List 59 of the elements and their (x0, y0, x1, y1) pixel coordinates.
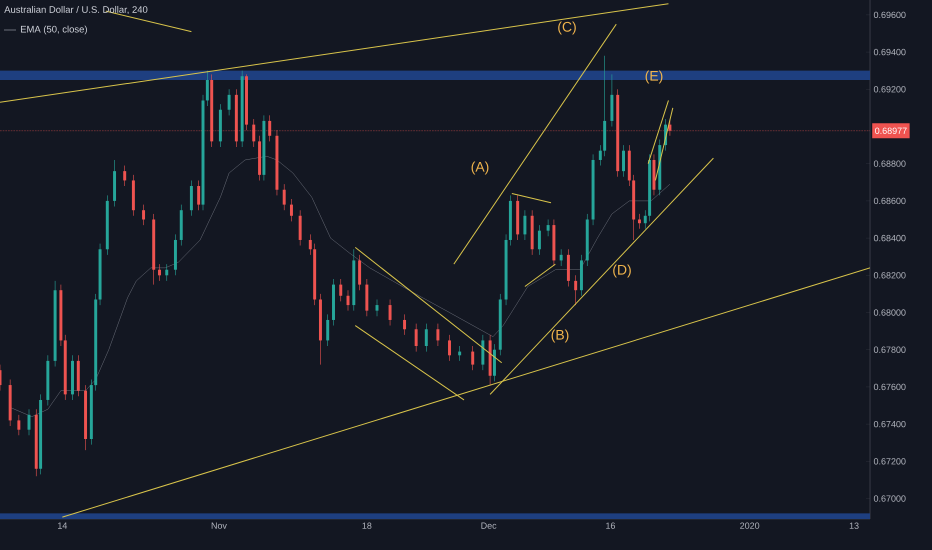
candlestick (538, 224, 541, 256)
x-tick-label: Nov (212, 522, 227, 529)
x-tick-label: 16 (606, 522, 616, 529)
candlestick (388, 299, 392, 326)
candlestick (471, 346, 474, 370)
candlestick (622, 144, 625, 178)
x-tick-label: 14 (58, 522, 68, 529)
candlestick (290, 198, 293, 222)
y-tick-label: 0.68000 (874, 309, 906, 316)
y-tick-label: 0.67400 (874, 420, 906, 428)
x-tick-label: Dec (481, 522, 496, 529)
y-tick-label: 0.69200 (874, 86, 906, 92)
candlestick (523, 210, 526, 240)
annotation: (E) (646, 70, 662, 84)
candlestick (165, 264, 168, 282)
candlestick (598, 144, 602, 166)
y-tick-label: 0.69600 (874, 12, 906, 18)
candlestick (28, 408, 30, 436)
candlestick (403, 314, 406, 336)
x-tick-label: 18 (362, 522, 372, 529)
candlestick (574, 275, 578, 306)
candlestick (282, 184, 286, 210)
candlestick (458, 346, 462, 362)
candlestick (346, 290, 350, 311)
y-tick-label: 0.67200 (874, 458, 906, 465)
annotation: (D) (613, 264, 631, 278)
candlestick (228, 88, 231, 116)
candlestick (436, 323, 440, 346)
annotation: (C) (558, 21, 576, 34)
candlestick (158, 264, 161, 282)
candlestick (197, 180, 200, 210)
candlestick (448, 334, 451, 362)
y-tick-label: 0.68800 (874, 160, 906, 167)
candlestick (424, 323, 428, 352)
x-tick-label: 2020 (740, 522, 760, 529)
y-tick-label: 0.67800 (874, 346, 906, 353)
candlestick (17, 414, 20, 436)
candlestick (638, 214, 641, 230)
candlestick (376, 299, 378, 317)
candlestick (142, 204, 146, 226)
candlestick (546, 219, 550, 237)
candlestick (206, 70, 209, 106)
y-tick-label: 0.68200 (874, 272, 906, 278)
y-tick-label: 0.68400 (874, 234, 906, 242)
ref-line-label: 0.68977 (875, 128, 907, 134)
candlestick (123, 165, 126, 186)
x-tick-label: 13 (850, 522, 859, 529)
candlestick (308, 234, 312, 256)
annotation: (B) (552, 330, 568, 342)
text: Australian Dollar / U.S. Dollar, 240 (4, 6, 148, 14)
candlestick (560, 248, 563, 266)
annotation: (A) (472, 161, 488, 174)
candlestick (326, 314, 330, 346)
y-tick-label: 0.67600 (874, 384, 906, 390)
y-tick-label: 0.69400 (874, 48, 906, 56)
legend-label: EMA (50, close) (20, 26, 87, 34)
candlestick (414, 323, 418, 352)
y-tick-label: 0.67000 (874, 495, 906, 502)
y-tick-label: 0.68600 (874, 198, 906, 204)
